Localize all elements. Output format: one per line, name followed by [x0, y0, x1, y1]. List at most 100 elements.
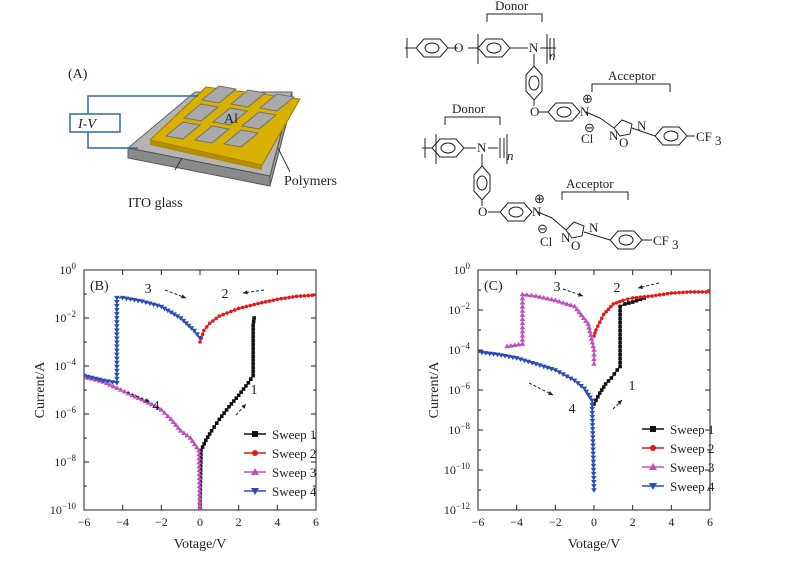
data-point: [513, 356, 520, 361]
y-axis-label: Current/A: [427, 361, 442, 419]
iv-label: I-V: [77, 117, 97, 132]
data-point: [103, 380, 110, 386]
data-point: [191, 328, 197, 334]
data-point: [591, 488, 597, 493]
data-point: [590, 343, 596, 349]
data-point: [482, 351, 489, 356]
data-point: [251, 488, 259, 495]
data-point: [661, 292, 666, 297]
nitrogen-label: N: [561, 230, 571, 245]
data-point: [618, 340, 622, 345]
annotation-arrowhead: [548, 391, 553, 395]
series-sweep-2: [592, 290, 710, 338]
data-point: [251, 338, 255, 343]
legend-label: Sweep 2: [272, 446, 316, 461]
data-point: [217, 417, 222, 422]
data-point: [519, 291, 526, 297]
data-point: [105, 379, 111, 385]
sweep-annotation: 4: [126, 391, 160, 414]
annotation-label: 3: [145, 282, 152, 297]
sweep-annotation: 4: [528, 382, 576, 417]
data-point: [556, 370, 562, 375]
data-point: [589, 414, 596, 420]
data-point: [236, 393, 241, 398]
nitrogen-label: N: [589, 220, 599, 235]
nitrogen-label: N: [580, 104, 590, 119]
data-point: [654, 293, 658, 298]
data-point: [251, 335, 255, 339]
data-point: [181, 430, 187, 435]
data-point: [630, 300, 635, 304]
data-point: [556, 298, 562, 304]
data-point: [121, 388, 128, 394]
data-point: [109, 380, 116, 385]
chloride-label: Cl: [581, 131, 594, 146]
data-point: [604, 310, 608, 314]
iv-meter-box: [69, 113, 121, 133]
annotation-label: 4: [569, 402, 576, 417]
oxygen-label: O: [571, 238, 580, 253]
legend-label: Sweep 3: [272, 465, 316, 480]
data-point: [251, 319, 256, 324]
data-point: [298, 294, 303, 298]
y-tick-label: 10−2: [54, 309, 76, 325]
data-point: [248, 377, 253, 381]
data-point: [618, 352, 622, 357]
data-point: [161, 410, 168, 415]
data-point: [591, 480, 597, 485]
data-point: [256, 301, 260, 306]
data-point: [590, 435, 596, 440]
data-point: [194, 332, 200, 337]
data-point: [205, 435, 210, 439]
data-point: [583, 318, 589, 323]
sweep-annotation: 2: [614, 281, 660, 296]
data-point: [524, 292, 530, 297]
data-point: [107, 382, 113, 387]
data-point: [650, 426, 656, 432]
data-point: [252, 316, 256, 320]
data-point: [591, 351, 597, 357]
y-tick-label: 10−6: [54, 405, 76, 421]
data-point: [158, 304, 165, 310]
data-point: [207, 432, 212, 436]
data-point: [599, 388, 604, 392]
data-point: [681, 290, 685, 295]
data-point: [614, 301, 619, 305]
data-point: [515, 341, 522, 347]
data-point: [618, 312, 622, 317]
data-point: [135, 395, 142, 400]
data-point: [612, 372, 617, 376]
data-point: [618, 316, 622, 321]
data-point: [586, 324, 592, 330]
data-point: [587, 332, 594, 337]
data-point: [224, 408, 229, 412]
data-point: [251, 366, 255, 370]
data-point: [251, 346, 255, 351]
data-point: [227, 404, 231, 409]
data-point: [708, 290, 710, 294]
data-point: [589, 419, 596, 424]
data-point: [634, 298, 639, 303]
data-point: [589, 423, 596, 428]
data-point: [609, 304, 613, 309]
data-point: [114, 308, 120, 313]
data-point: [229, 402, 234, 406]
minus-charge: ⊖: [584, 120, 595, 135]
data-point: [511, 342, 518, 348]
benzene-ring: [477, 38, 511, 58]
legend-label: Sweep 1: [670, 422, 714, 437]
data-point: [650, 445, 656, 451]
data-point: [568, 376, 574, 382]
sweep-annotation: 2: [222, 287, 265, 302]
data-point: [207, 321, 212, 326]
data-point: [486, 351, 493, 357]
donor-label-1: Donor: [495, 0, 529, 13]
x-axis-label: Votage/V: [568, 537, 621, 552]
data-point: [618, 324, 622, 329]
data-point: [638, 295, 643, 299]
data-point: [191, 441, 198, 447]
data-point: [117, 387, 124, 392]
data-point: [609, 376, 614, 380]
data-point: [568, 302, 574, 308]
x-tick-label: −6: [472, 515, 485, 529]
